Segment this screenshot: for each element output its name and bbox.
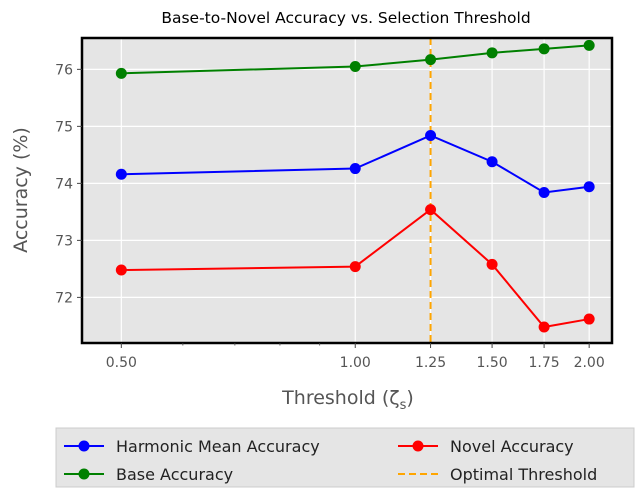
data-point [583,313,595,325]
plot-area [80,36,614,345]
y-axis: 72 73 74 75 76 [55,62,82,306]
series-line-0 [121,134,590,194]
data-point [115,168,127,180]
legend-label: Base Accuracy [116,465,233,484]
data-point [538,43,550,55]
data-point [538,186,550,198]
x-tick-label: 0.50 [106,355,137,371]
x-axis-label-subscript: s [400,398,407,413]
x-tick-label: 1.50 [476,355,507,371]
x-tick-label: 1.25 [415,355,446,371]
legend-label: Harmonic Mean Accuracy [116,437,320,456]
x-axis-label: Threshold (ζs) [281,387,414,413]
data-point [425,54,437,66]
y-tick-label: 74 [55,176,73,192]
x-tick-label: 1.75 [529,355,560,371]
data-point [538,321,550,333]
data-point [486,47,498,59]
data-point [583,181,595,193]
data-point [349,261,361,273]
data-point [115,67,127,79]
plot-background [82,38,612,343]
data-point [425,129,437,141]
x-axis-label-main: Threshold (ζ [281,387,399,409]
data-point [583,39,595,51]
data-point [486,258,498,270]
data-point [349,163,361,175]
x-tick-label: 1.00 [340,355,371,371]
data-point [486,156,498,168]
x-axis-label-close: ) [406,387,413,409]
series-line-1 [121,44,590,75]
data-point [349,61,361,73]
legend-label: Optimal Threshold [450,465,597,484]
legend-swatch-marker [78,440,90,452]
y-tick-label: 75 [55,119,73,135]
x-axis: 0.50 1.00 1.25 1.50 1.75 2.00 [106,343,605,371]
legend: Harmonic Mean Accuracy Novel Accuracy Base… [55,427,635,488]
legend-swatch-marker [78,468,90,480]
y-tick-label: 72 [55,290,73,306]
x-tick-label: 2.00 [574,355,605,371]
legend-label: Novel Accuracy [450,437,574,456]
y-tick-label: 76 [55,62,73,78]
data-point [115,264,127,276]
y-tick-label: 73 [55,233,73,249]
data-point [425,204,437,216]
series-line-2 [121,208,590,329]
plot-frame [80,36,614,345]
chart-title: Base-to-Novel Accuracy vs. Selection Thr… [161,9,530,27]
y-axis-label: Accuracy (%) [10,127,32,253]
legend-swatch-marker [412,440,424,452]
legend-box [55,427,635,488]
